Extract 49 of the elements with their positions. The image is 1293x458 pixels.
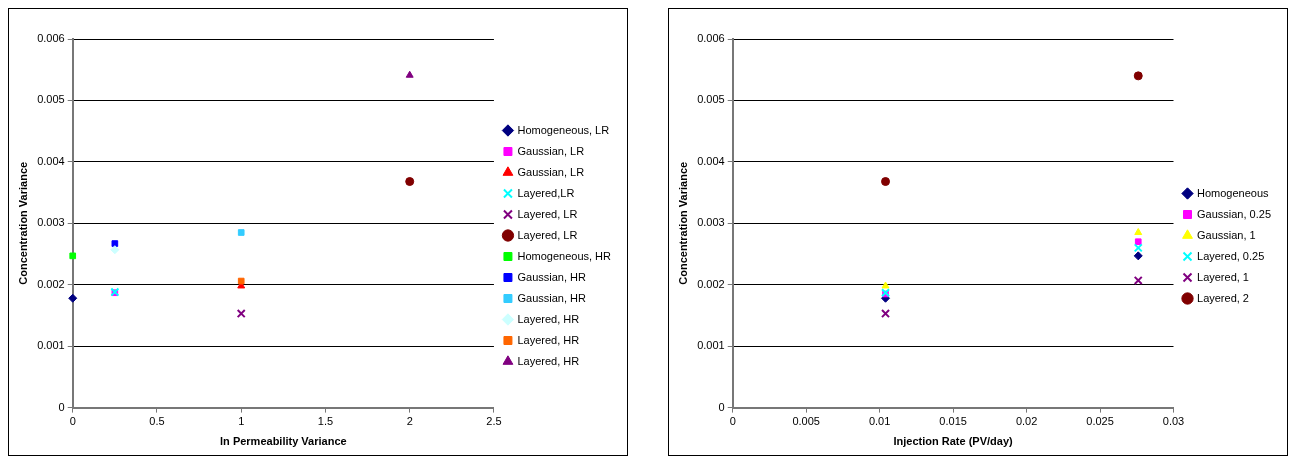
x-tick-label: 0.5 (149, 415, 165, 428)
x-tick-label: 1.5 (317, 415, 334, 428)
x-tick-label: 1 (238, 415, 245, 428)
y-tick-label: 0.002 (697, 277, 725, 290)
legend-label: Layered,LR (517, 186, 575, 199)
x-tick-label: 0.025 (1086, 415, 1114, 428)
legend-label: Gaussian, LR (517, 144, 585, 157)
x-tick-label: 0.02 (1015, 415, 1038, 428)
legend-label: Gaussian, LR (517, 165, 585, 178)
y-tick-label: 0.002 (37, 277, 65, 290)
y-tick-label: 0.006 (37, 32, 65, 45)
legend-label: Layered, 1 (1197, 270, 1249, 283)
y-tick-label: 0.003 (37, 216, 65, 229)
y-tick-label: 0.005 (37, 93, 65, 106)
legend-label: Layered, HR (517, 354, 580, 367)
y-axis-title: Concentration Variance (16, 161, 29, 285)
y-tick-label: 0.001 (697, 339, 725, 352)
legend-label: Homogeneous, HR (517, 249, 612, 262)
legend-label: Gaussian, 0.25 (1197, 207, 1272, 220)
legend-label: Layered, LR (517, 207, 578, 220)
y-tick-label: 0.003 (697, 216, 725, 229)
x-tick-label: 0.005 (792, 415, 820, 428)
legend-label: Layered, 0.25 (1197, 249, 1265, 262)
x-tick-label: 0.015 (939, 415, 967, 428)
x-tick-label: 2.5 (486, 415, 502, 428)
legend-label: Gaussian, HR (517, 270, 586, 283)
legend-label: Gaussian, 1 (1197, 228, 1256, 241)
y-tick-label: 0.004 (37, 154, 65, 167)
y-tick-label: 0.001 (37, 339, 65, 352)
legend-label: Gaussian, HR (517, 291, 586, 304)
y-tick-label: 0.005 (697, 93, 725, 106)
legend-label: Layered, LR (517, 228, 578, 241)
x-tick-label: 0 (729, 415, 736, 428)
y-tick-label: 0.004 (697, 154, 725, 167)
x-tick-label: 0.03 (1162, 415, 1185, 428)
x-tick-label: 0 (69, 415, 76, 428)
x-axis-title: Injection Rate (PV/day) (893, 435, 1014, 448)
x-axis-title: ln Permeability Variance (220, 435, 347, 448)
y-tick-label: 0 (718, 400, 725, 413)
x-tick-label: 0.01 (868, 415, 891, 428)
legend-label: Homogeneous, LR (517, 123, 610, 136)
y-axis-title: Concentration Variance (676, 161, 689, 285)
x-tick-label: 2 (406, 415, 413, 428)
legend-label: Layered, 2 (1197, 291, 1249, 304)
y-tick-label: 0 (58, 400, 65, 413)
legend-label: Layered, HR (517, 333, 580, 346)
y-tick-label: 0.006 (697, 32, 725, 45)
legend-label: Homogeneous (1197, 186, 1270, 199)
legend-label: Layered, HR (517, 312, 580, 325)
